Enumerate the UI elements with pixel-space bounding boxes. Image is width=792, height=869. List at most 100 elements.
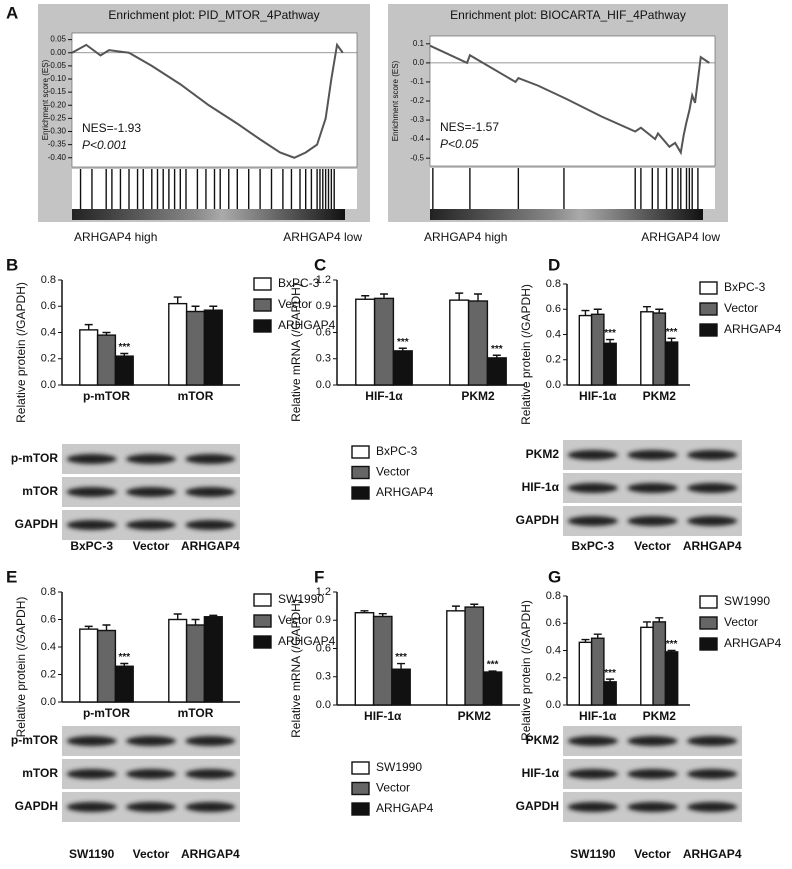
- error-bar: [642, 306, 651, 312]
- x-end-label: ARHGAP4 high: [424, 230, 507, 244]
- error-bar: [667, 649, 676, 652]
- error-bar: [191, 618, 200, 625]
- y-tick-label: 0.0: [41, 696, 56, 708]
- bar: [590, 637, 605, 706]
- y-tick-label: 1.2: [316, 274, 331, 286]
- bar: [79, 329, 99, 386]
- blot-band: [126, 520, 176, 530]
- significance-label: ***: [395, 652, 407, 663]
- legend-label: SW1990: [278, 592, 324, 606]
- y-axis-label: Relative protein (/GAPDH): [519, 600, 533, 741]
- blot-row-label: PKM2: [526, 447, 560, 461]
- y-tick-label: 0.4: [41, 326, 56, 338]
- bar: [486, 357, 507, 386]
- legend-label: BxPC-3: [278, 276, 320, 290]
- bar: [372, 615, 393, 706]
- legend-label: ARHGAP4: [724, 636, 782, 650]
- y-tick-label: -0.30: [48, 127, 67, 136]
- y-tick-label: 0.6: [316, 326, 331, 338]
- rank-bar: [72, 209, 345, 220]
- legend-swatch: [253, 319, 272, 333]
- legend-swatch: [253, 614, 272, 628]
- bar: [652, 312, 667, 386]
- error-bar: [360, 610, 369, 613]
- significance-label: ***: [118, 652, 130, 663]
- error-bar: [398, 347, 407, 351]
- legend-swatch: [253, 277, 272, 291]
- error-bar: [361, 295, 370, 300]
- error-bar: [667, 337, 676, 343]
- bar: [578, 314, 593, 386]
- blot-band: [567, 483, 618, 493]
- x-tick-label: PKM2: [461, 389, 495, 403]
- blot-band: [627, 736, 678, 746]
- x-tick-label: HIF-1α: [579, 389, 617, 403]
- error-bar: [397, 662, 406, 670]
- bar: [664, 341, 679, 386]
- bar: [392, 350, 413, 386]
- blot-row-label: p-mTOR: [11, 733, 58, 747]
- bar: [464, 606, 485, 706]
- y-axis-label: Relative mRNA (/GAPDH): [289, 599, 303, 738]
- blot-lane-label: SW1190: [69, 847, 115, 861]
- y-tick-label: 0.8: [41, 274, 56, 286]
- bar: [467, 300, 489, 386]
- y-tick-label: 0.0: [316, 379, 331, 391]
- y-tick-label: 0.4: [546, 328, 561, 340]
- chart-title: Enrichment plot: BIOCARTA_HIF_4Pathway: [450, 8, 686, 22]
- legend-label: ARHGAP4: [376, 801, 434, 815]
- y-tick-label: 0.1: [413, 39, 425, 48]
- blot-row-label: p-mTOR: [11, 451, 58, 465]
- blot-lane-label: Vector: [634, 847, 671, 861]
- significance-label: ***: [487, 660, 499, 671]
- bar: [79, 628, 99, 703]
- bar: [96, 334, 117, 386]
- legend-swatch: [253, 635, 272, 649]
- legend-swatch: [253, 593, 272, 607]
- error-bar: [474, 293, 482, 301]
- significance-label: ***: [666, 327, 678, 338]
- error-bar: [606, 338, 615, 344]
- bar: [168, 618, 188, 703]
- y-tick-label: 0.4: [41, 641, 56, 653]
- y-tick-label: 0.2: [41, 353, 56, 365]
- legend-swatch: [351, 486, 370, 500]
- legend-label: Vector: [278, 297, 312, 311]
- blot-band: [567, 450, 618, 460]
- blot-row-label: HIF-1α: [522, 766, 560, 780]
- y-tick-label: -0.5: [410, 153, 424, 162]
- legend-swatch: [699, 616, 718, 630]
- panel-letter: F: [314, 567, 324, 586]
- bar: [446, 610, 466, 706]
- y-axis-label: Relative protein (/GAPDH): [14, 282, 28, 423]
- y-tick-label: 0.9: [316, 300, 331, 312]
- y-tick-label: 0.0: [413, 58, 425, 67]
- significance-label: ***: [604, 668, 616, 679]
- legend-label: SW1990: [376, 760, 422, 774]
- hit-strip: [430, 168, 715, 209]
- error-bar: [173, 296, 182, 304]
- blot-band: [687, 516, 738, 526]
- blot-band: [185, 802, 236, 812]
- y-axis-label: Relative protein (/GAPDH): [519, 284, 533, 425]
- x-tick-label: PKM2: [643, 389, 677, 403]
- error-bar: [380, 293, 388, 299]
- error-bar: [120, 352, 129, 357]
- legend-swatch: [351, 781, 370, 796]
- panel-letter: G: [548, 567, 561, 586]
- blot-row-label: GAPDH: [516, 513, 559, 527]
- legend-label: ARHGAP4: [278, 318, 336, 332]
- nes-label: NES=-1.57: [440, 120, 499, 134]
- panel-letter: D: [548, 255, 560, 274]
- error-bar: [488, 670, 497, 673]
- y-tick-label: -0.3: [410, 115, 424, 124]
- legend-swatch: [351, 445, 370, 459]
- blot-band: [185, 769, 236, 779]
- y-tick-label: -0.20: [48, 100, 67, 109]
- bar: [96, 629, 117, 703]
- bar: [664, 651, 679, 706]
- legend-swatch: [351, 802, 370, 816]
- blot-lane-label: ARHGAP4: [181, 539, 240, 553]
- blot-band: [687, 483, 738, 493]
- legend-label: Vector: [724, 615, 758, 629]
